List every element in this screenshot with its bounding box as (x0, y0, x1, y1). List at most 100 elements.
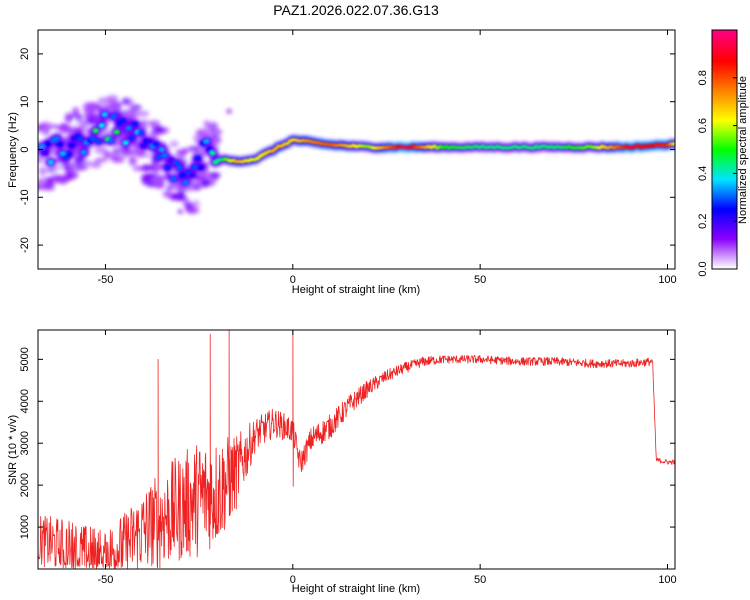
snr-y-tick-label: 5000 (19, 347, 31, 371)
colorbar-band (712, 67, 737, 71)
spectrogram-noise-blob (99, 99, 110, 105)
spectrogram-noise-blob (94, 146, 108, 154)
spectrogram-ridge-core (125, 125, 132, 131)
colorbar-band (712, 95, 737, 99)
spectrogram-ridge-core (272, 146, 279, 151)
colorbar-band (712, 237, 737, 240)
spectrogram-ridge-core (188, 172, 195, 178)
colorbar-band (712, 35, 737, 39)
spectrogram-noise-blob (130, 147, 141, 156)
spectrogram-noise-blob (61, 161, 73, 171)
colorbar-band (712, 51, 737, 55)
spectrogram-x-tick-label: -50 (97, 274, 113, 286)
spectrogram-ridge-core (155, 154, 162, 160)
spectrogram-noise-blob (90, 160, 102, 169)
colorbar-band (712, 45, 737, 49)
colorbar-band (712, 223, 737, 226)
colorbar-band (712, 189, 737, 192)
colorbar-band (712, 41, 737, 45)
colorbar-band (712, 77, 737, 81)
colorbar-band (712, 43, 737, 47)
colorbar-band (712, 97, 737, 101)
colorbar-band (712, 151, 737, 155)
spectrogram-y-axis-label: Frequency (Hz) (7, 112, 19, 188)
spectrogram-noise-blob (121, 97, 130, 105)
colorbar-band (712, 267, 737, 270)
spectrogram-ridge-core (44, 141, 51, 147)
spectrogram-noise-blob (148, 130, 163, 136)
colorbar-band (712, 179, 737, 182)
colorbar-band (712, 247, 737, 250)
spectrogram-noise-blob (169, 140, 179, 148)
spectrogram-noise-blob (208, 172, 221, 178)
colorbar-band (712, 209, 737, 212)
spectrogram-noise-blob (132, 165, 143, 171)
colorbar-band (712, 205, 737, 208)
spectrogram-image (38, 94, 675, 215)
snr-x-tick-label: 50 (474, 574, 486, 586)
colorbar-band (712, 65, 737, 69)
colorbar-band (712, 173, 737, 176)
colorbar-tick-label: 0.0 (697, 261, 709, 276)
spectrogram-ridge-core (53, 135, 60, 141)
spectrogram-noise-blob (170, 192, 182, 198)
spectrogram-ridge-core (182, 179, 189, 185)
spectrogram-ridge-core (203, 138, 210, 144)
spectrogram-noise-blob (83, 106, 96, 115)
colorbar-band (712, 241, 737, 244)
spectrogram-noise-blob (70, 113, 83, 119)
spectrogram-noise-blob (136, 110, 150, 117)
colorbar-band (712, 253, 737, 256)
colorbar-band (712, 203, 737, 206)
spectrogram-noise-blob (186, 207, 200, 215)
spectrogram-noise-blob (204, 122, 217, 131)
spectrogram-ridge-core (158, 146, 165, 153)
spectrogram-ridge-core (122, 140, 129, 146)
snr-y-tick-label: 2000 (19, 473, 31, 497)
colorbar-band (712, 221, 737, 224)
colorbar-band (712, 175, 737, 178)
colorbar-band (712, 231, 737, 234)
spectrogram-ridge-core (254, 156, 261, 161)
colorbar-band (712, 133, 737, 137)
spectrogram-noise-blob (166, 185, 175, 190)
colorbar-band (712, 239, 737, 242)
colorbar-band (712, 171, 737, 174)
colorbar-band (712, 207, 737, 210)
colorbar-band (712, 137, 737, 141)
snr-series-line (38, 330, 675, 569)
spectrogram-noise-blob (111, 148, 122, 154)
spectrogram-ridge-core (119, 118, 126, 124)
snr-y-tick-label: 4000 (19, 389, 31, 413)
spectrogram-ridge-core (191, 164, 198, 170)
snr-x-tick-label: 0 (290, 574, 296, 586)
spectrogram-panel: -50 0 50 100 -20 -10 0 10 20 Height of straight… (7, 29, 677, 296)
colorbar-band (712, 85, 737, 89)
spectrogram-noise-blob (145, 153, 152, 158)
spectrogram-noise-blob (197, 131, 209, 136)
colorbar-band (712, 163, 737, 167)
colorbar-band (712, 57, 737, 61)
spectrogram-y-tick-label: -10 (19, 189, 31, 205)
colorbar-band (712, 227, 737, 230)
colorbar-band (712, 73, 737, 77)
spectrogram-isolated-blob (177, 209, 183, 214)
colorbar-band (712, 81, 737, 85)
colorbar-band (712, 53, 737, 57)
spectrogram-ridge-core (68, 142, 75, 148)
spectrogram-ridge-core (164, 164, 171, 170)
colorbar-band (712, 217, 737, 220)
colorbar-band (712, 89, 737, 93)
colorbar-band (712, 141, 737, 145)
colorbar-band (712, 75, 737, 79)
spectrogram-noise-blob (128, 156, 138, 166)
spectrogram-noise-blob (175, 149, 182, 157)
spectrogram-ridge-core (128, 135, 135, 141)
colorbar-band (712, 111, 737, 115)
spectrogram-noise-blob (149, 119, 161, 127)
spectrogram-y-tick-label: 20 (19, 48, 31, 60)
spectrogram-noise-blob (38, 177, 46, 184)
snr-y-tick-label: 1000 (19, 515, 31, 539)
spectrogram-ridge-core (197, 164, 204, 171)
